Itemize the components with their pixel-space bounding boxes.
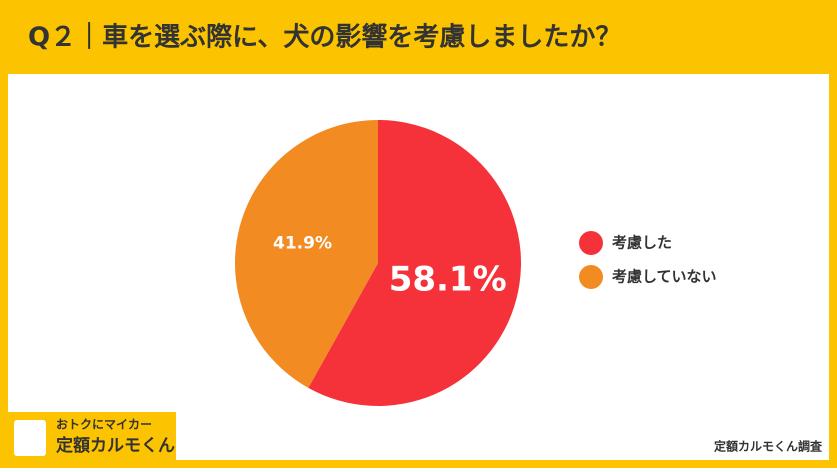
legend-marker (579, 265, 603, 289)
legend-marker (579, 231, 603, 255)
logo-text: 定額カルモくん (56, 435, 175, 456)
chart-title: Q２｜車を選ぶ際に、犬の影響を考慮しましたか？ (28, 22, 621, 53)
logo: おトクにマイカー 定額カルモくん (8, 412, 176, 460)
legend-label: 考慮していない (612, 268, 717, 286)
pie-slice (308, 120, 521, 406)
data-label: 58.1% (389, 260, 507, 300)
data-label: 41.9% (273, 233, 332, 253)
pie-slice (235, 120, 378, 388)
logo-text: おトクにマイカー (56, 418, 152, 432)
legend-label: 考慮した (612, 234, 672, 252)
source: 定額カルモくん調査 (714, 439, 823, 454)
logo-icon (14, 420, 46, 456)
